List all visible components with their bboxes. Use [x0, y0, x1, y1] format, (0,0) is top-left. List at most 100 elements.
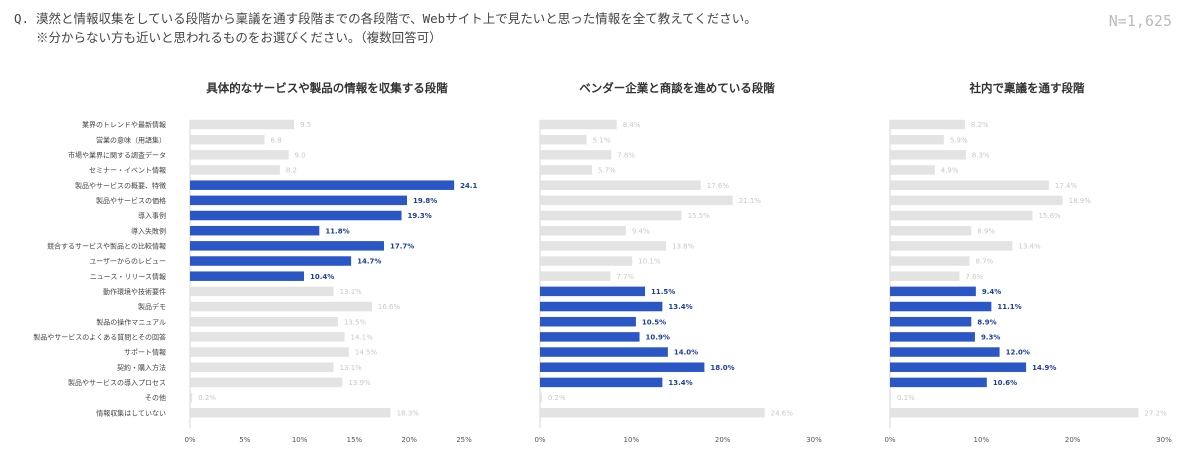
- data-label: 14.9%: [1032, 364, 1056, 372]
- chart-title: 社内で稟議を通す段階: [969, 81, 1085, 95]
- data-label: 0.2%: [198, 394, 216, 402]
- category-label: 製品やサービスのよくある質問とその回答: [33, 332, 166, 341]
- bar: [540, 256, 633, 266]
- data-label: 10.6%: [993, 379, 1017, 387]
- bar: [190, 134, 265, 145]
- data-label: 4.9%: [941, 167, 959, 175]
- x-tick-label: 20%: [715, 436, 731, 444]
- data-label: 0.2%: [548, 394, 566, 402]
- category-label: セミナー・イベント情報: [89, 166, 166, 175]
- category-label: 営業の意味（用語集）: [96, 135, 166, 144]
- data-label: 16.6%: [378, 303, 401, 311]
- bar: [540, 301, 663, 312]
- category-label: 製品の操作マニュアル: [96, 317, 166, 326]
- bar: [190, 316, 338, 327]
- category-label: サポート情報: [124, 348, 166, 357]
- bar: [190, 286, 334, 297]
- bar: [890, 332, 975, 342]
- bar: [190, 377, 343, 388]
- bar: [890, 286, 976, 297]
- bar: [890, 407, 1139, 418]
- bar: [540, 150, 612, 160]
- bar: [890, 210, 1033, 221]
- x-tick-label: 15%: [347, 436, 363, 444]
- data-label: 8.9%: [977, 318, 996, 326]
- category-label: 業界のトレンドや最新情報: [82, 120, 166, 129]
- bar: [540, 271, 611, 281]
- data-label: 9.0: [295, 151, 306, 159]
- bar: [190, 256, 352, 266]
- x-tick-label: 20%: [401, 436, 417, 444]
- x-tick-label: 10%: [974, 436, 990, 444]
- bar: [540, 362, 705, 372]
- x-tick-label: 0%: [534, 436, 545, 444]
- bar: [890, 347, 1000, 357]
- data-label: 7.7%: [616, 273, 634, 281]
- data-label: 18.3%: [397, 409, 420, 417]
- data-label: 13.4%: [668, 303, 692, 311]
- bar: [190, 210, 402, 221]
- category-label: ユーザーからのレビュー: [89, 257, 166, 266]
- bar: [190, 301, 372, 312]
- data-label: 6.8: [271, 136, 282, 144]
- bar: [190, 165, 280, 175]
- chart-title: ベンダー企業と商談を進めている段階: [579, 81, 775, 95]
- data-label: 14.7%: [357, 258, 381, 266]
- data-label: 13.4%: [668, 379, 692, 387]
- category-label: 導入失敗例: [131, 226, 166, 235]
- bar: [190, 332, 345, 342]
- bar: [540, 241, 667, 251]
- bar: [890, 195, 1063, 206]
- category-label: 導入事例: [138, 211, 166, 220]
- bar: [190, 347, 349, 357]
- data-label: 13.1%: [340, 288, 363, 296]
- bar: [540, 210, 682, 221]
- category-label: 製品やサービスの価格: [96, 196, 166, 205]
- data-label: 15.5%: [688, 212, 711, 220]
- x-tick-label: 0%: [884, 436, 895, 444]
- bar: [190, 225, 320, 236]
- question-line-2: ※分からない方も近いと思われるものをお選びください。（複数回答可）: [36, 30, 442, 45]
- bar: [890, 377, 987, 388]
- data-label: 5.7%: [598, 167, 616, 175]
- data-label: 13.9%: [348, 379, 371, 387]
- bar: [890, 119, 965, 130]
- bar: [540, 165, 593, 175]
- bar: [890, 165, 935, 175]
- data-label: 15.6%: [1038, 212, 1061, 220]
- data-label: 13.1%: [340, 364, 363, 372]
- data-label: 8.2%: [971, 121, 989, 129]
- category-label: その他: [145, 393, 166, 402]
- data-label: 14.5%: [355, 349, 378, 357]
- bar: [540, 180, 701, 190]
- bar: [890, 256, 970, 266]
- x-tick-label: 20%: [1065, 436, 1081, 444]
- bar: [540, 286, 646, 297]
- bar: [890, 180, 1049, 190]
- question-prefix: Q.: [14, 11, 30, 26]
- bar: [540, 225, 626, 236]
- category-label: 市場や業界に関する調査データ: [68, 150, 166, 159]
- data-label: 14.1%: [351, 333, 374, 341]
- data-label: 9.5: [300, 121, 311, 129]
- data-label: 9.4%: [632, 227, 650, 235]
- bar: [540, 347, 668, 357]
- data-label: 10.9%: [646, 333, 670, 341]
- bar: [540, 407, 765, 418]
- data-label: 10.4%: [310, 273, 334, 281]
- bar: [190, 241, 384, 251]
- data-label: 17.4%: [1055, 182, 1078, 190]
- bar: [190, 407, 391, 418]
- data-label: 8.7%: [975, 258, 993, 266]
- data-label: 13.5%: [344, 318, 367, 326]
- bar: [540, 195, 733, 206]
- data-label: 18.9%: [1069, 197, 1092, 205]
- data-label: 14.0%: [674, 349, 698, 357]
- category-label: 競合するサービスや製品との比較情報: [47, 241, 166, 250]
- data-label: 19.8%: [413, 197, 437, 205]
- bar: [540, 332, 640, 342]
- data-label: 10.5%: [642, 318, 666, 326]
- category-label: 製品デモ: [138, 302, 166, 311]
- data-label: 24.6%: [771, 409, 794, 417]
